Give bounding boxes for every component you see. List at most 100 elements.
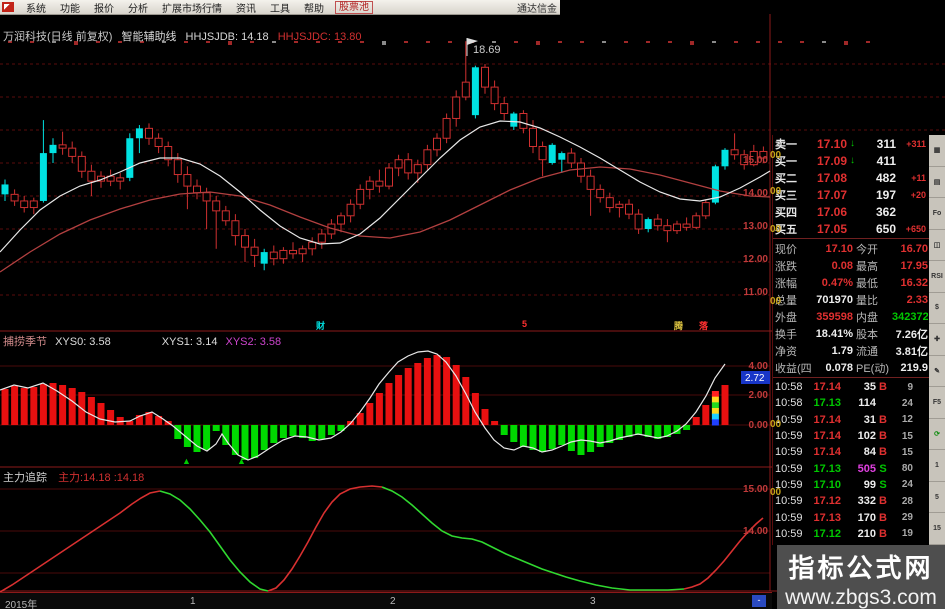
info-label: 内盘	[856, 311, 878, 324]
tick-row: 10:59 17.14 31 B 12	[773, 412, 930, 428]
bid-ask-rows: 卖一 17.10 ↓ 311 +311 买一 17.09 ↓ 411 买二 17.08 482 +11 买…	[773, 135, 930, 237]
current-value-marker	[741, 371, 770, 384]
tick-row: 10:59 17.12 210 B 19	[773, 526, 930, 542]
tick-count: 24	[901, 479, 913, 491]
info-label: PE(动)	[856, 362, 889, 375]
signal-glyph: 5	[522, 319, 528, 329]
info-label: 总量	[775, 294, 797, 307]
tick-row: 10:59 17.13 505 S 80	[773, 460, 930, 476]
sub1-name: 捕捞季节	[3, 336, 47, 348]
info-value: 342372	[892, 310, 928, 323]
bid-delta: +650	[905, 223, 926, 234]
info-value: 359598	[816, 310, 853, 323]
info-label: 流通	[856, 345, 878, 358]
scrollbar-button[interactable]: -	[752, 595, 766, 607]
top-marks	[8, 41, 870, 45]
info-value: 0.47%	[821, 276, 853, 289]
clipped-number: 00	[770, 150, 782, 161]
bid-row[interactable]: 买四 17.06 362	[773, 203, 930, 220]
period-15[interactable]: 15	[929, 513, 945, 545]
svg-text:0.00: 0.00	[749, 420, 769, 431]
xys2-value: XYS2: 3.58	[225, 336, 282, 348]
bid-row[interactable]: 买一 17.09 ↓ 411	[773, 152, 930, 169]
menu-item[interactable]: 扩展市场行情	[162, 3, 222, 15]
clipped-number: 00	[770, 419, 782, 430]
svg-text:12.00: 12.00	[743, 254, 768, 265]
stock-name: 万润科技(日线 前复权)	[3, 31, 113, 43]
info-value: 16.32	[900, 276, 928, 289]
rsi-icon[interactable]: RSI	[929, 261, 945, 293]
period-5[interactable]: 5	[929, 482, 945, 514]
menu-item[interactable]: 报价	[94, 3, 114, 15]
period-1[interactable]: 1	[929, 450, 945, 482]
tick-time: 10:59	[775, 413, 803, 426]
watermark-url: www.zbgs3.com	[785, 586, 937, 609]
info-label: 今开	[856, 243, 878, 256]
svg-text:13.00: 13.00	[743, 221, 768, 232]
menu-item[interactable]: 帮助	[304, 3, 324, 15]
menu-bar: 系统 功能 报价 分析 扩展市场行情 资讯 工具 帮助 股票池 通达信金	[0, 0, 560, 15]
bid-volume: 482	[875, 170, 896, 185]
f5-icon[interactable]: F5	[929, 387, 945, 419]
tick-side-flag: B	[879, 495, 887, 508]
bid-label: 买四	[775, 206, 797, 219]
tick-time: 10:59	[775, 430, 803, 443]
pencil-icon[interactable]: ✎	[929, 356, 945, 388]
tick-price: 17.13	[813, 462, 841, 475]
info-row: 涨幅 0.47% 最低 16.32	[773, 274, 930, 291]
tick-side-flag: B	[879, 381, 887, 394]
fo-icon[interactable]: Fo	[929, 198, 945, 230]
tick-volume: 332	[857, 495, 876, 508]
timeline-axis[interactable]: 2015年 - 1 2 3	[0, 592, 772, 609]
svg-text:4.00: 4.00	[749, 361, 769, 372]
svg-text:15.00: 15.00	[743, 484, 768, 495]
chart-title: 万润科技(日线 前复权) 智能辅助线 HHJSJDB: 14.18 HHJSJD…	[3, 28, 362, 44]
hhjsjdb-value: HHJSJDB: 14.18	[185, 31, 269, 43]
menu-item[interactable]: 功能	[60, 3, 80, 15]
stock-info-grid: 现价 17.10 今开 16.70 涨跌 0.08 最高 17.95 涨幅 0.47% 最低 16.3…	[773, 238, 930, 376]
bid-price: 17.09	[816, 153, 847, 168]
bid-row[interactable]: 买三 17.07 197 +20	[773, 186, 930, 203]
info-label: 净资	[775, 345, 797, 358]
menu-item[interactable]: 资讯	[236, 3, 256, 15]
tick-time: 10:59	[775, 478, 803, 491]
info-label: 现价	[775, 243, 797, 256]
tick-side-flag: S	[879, 478, 887, 491]
bid-delta: +11	[911, 172, 926, 183]
chart-icon[interactable]: ▦	[929, 135, 945, 167]
trend-arrow-icon: ↓	[850, 138, 855, 149]
bid-volume: 362	[875, 204, 896, 219]
watermark-title: 指标公式网	[788, 553, 934, 583]
tick-row: 10:59 17.14 84 B 15	[773, 444, 930, 460]
window-icon[interactable]: ◫	[929, 230, 945, 262]
tick-time: 10:58	[775, 381, 803, 394]
move-icon[interactable]: ✚	[929, 324, 945, 356]
tick-price: 17.14	[813, 446, 841, 459]
info-label: 涨跌	[775, 260, 797, 273]
bid-label: 买二	[775, 172, 797, 185]
bid-row[interactable]: 买二 17.08 482 +11	[773, 169, 930, 186]
tick-side-flag: B	[879, 511, 887, 524]
tick-time: 10:59	[775, 527, 803, 540]
tick-side-flag: B	[879, 446, 887, 459]
tick-count: 9	[907, 381, 913, 393]
board-icon[interactable]: ▤	[929, 167, 945, 199]
menu-item[interactable]: 分析	[128, 3, 148, 15]
bid-row[interactable]: 卖一 17.10 ↓ 311 +311	[773, 135, 930, 152]
svg-text:14.00: 14.00	[743, 188, 768, 199]
info-value: 3.81亿	[895, 345, 928, 358]
menu-item[interactable]: 系统	[26, 3, 46, 15]
refresh-icon[interactable]: ⟳	[929, 419, 945, 451]
bid-label: 买一	[775, 155, 797, 168]
info-row: 净资 1.79 流通 3.81亿	[773, 342, 930, 359]
svg-text:11.00: 11.00	[744, 287, 769, 298]
info-label: 最低	[856, 277, 878, 290]
bid-row[interactable]: 买五 17.05 650 +650	[773, 220, 930, 237]
info-row: 涨跌 0.08 最高 17.95	[773, 257, 930, 274]
info-label: 收益(四	[775, 362, 812, 375]
tick-list[interactable]: 10:58 17.14 35 B 9 10:58 17.13 114 24 10:59 17.14 3…	[773, 377, 930, 542]
menu-item-stock-pool[interactable]: 股票池	[335, 0, 373, 14]
menu-item[interactable]: 工具	[270, 3, 290, 15]
money-icon[interactable]: $	[929, 293, 945, 325]
